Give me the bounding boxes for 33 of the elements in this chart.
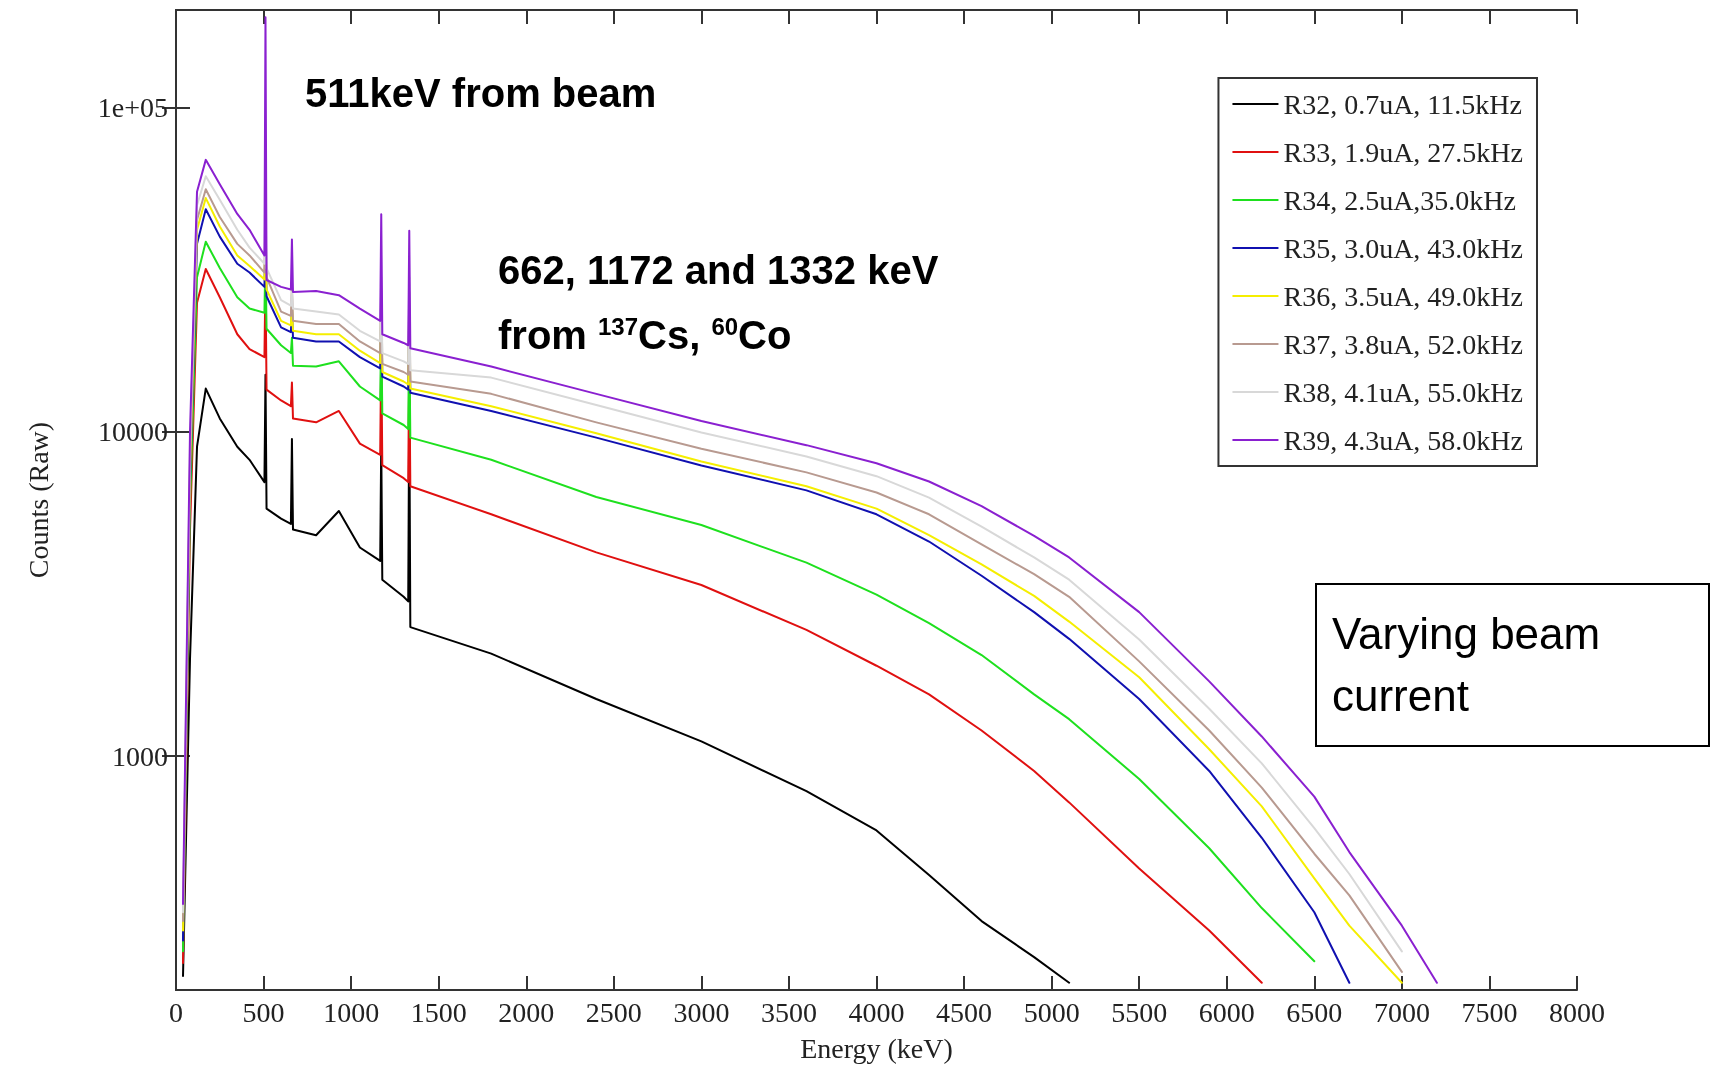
- x-tick-label: 1500: [410, 996, 467, 1028]
- x-tick-label: 3000: [673, 996, 730, 1028]
- y-axis-title: Counts (Raw): [22, 421, 54, 579]
- legend-label: R35, 3.0uA, 43.0kHz: [1283, 232, 1523, 264]
- x-tick-label: 4000: [848, 996, 905, 1028]
- x-tick-label: 5000: [1023, 996, 1080, 1028]
- legend-label: R36, 3.5uA, 49.0kHz: [1283, 280, 1523, 312]
- annotation: 511keV from beam: [305, 71, 657, 115]
- annotation: Varying beam current: [1332, 608, 1613, 720]
- legend-label: R38, 4.1uA, 55.0kHz: [1283, 376, 1523, 408]
- x-tick-label: 500: [242, 996, 285, 1028]
- legend-label: R37, 3.8uA, 52.0kHz: [1283, 328, 1523, 360]
- x-tick-label: 7500: [1461, 996, 1518, 1028]
- x-tick-label: 6000: [1198, 996, 1255, 1028]
- x-axis-title: Energy (keV): [800, 1032, 953, 1064]
- line-series: [182, 373, 1071, 984]
- legend-label: R32, 0.7uA, 11.5kHz: [1283, 88, 1522, 120]
- y-tick-label: 1000: [112, 740, 168, 772]
- x-tick-label: 2500: [585, 996, 642, 1028]
- x-tick-label: 3500: [760, 996, 817, 1028]
- x-tick-label: 4500: [936, 996, 993, 1028]
- x-tick-label: 7000: [1373, 996, 1430, 1028]
- x-tick-label: 5500: [1111, 996, 1168, 1028]
- x-tick-label: 2000: [498, 996, 555, 1028]
- legend-label: R39, 4.3uA, 58.0kHz: [1283, 424, 1523, 456]
- x-tick-label: 1000: [323, 996, 380, 1028]
- x-tick-label: 6500: [1286, 996, 1343, 1028]
- x-tick-label: 8000: [1549, 996, 1605, 1028]
- x-tick-label: 0: [169, 996, 183, 1028]
- legend-label: R34, 2.5uA,35.0kHz: [1283, 184, 1516, 216]
- legend-label: R33, 1.9uA, 27.5kHz: [1283, 136, 1523, 168]
- y-tick-label: 10000: [98, 416, 168, 448]
- y-tick-label: 1e+05: [97, 92, 168, 124]
